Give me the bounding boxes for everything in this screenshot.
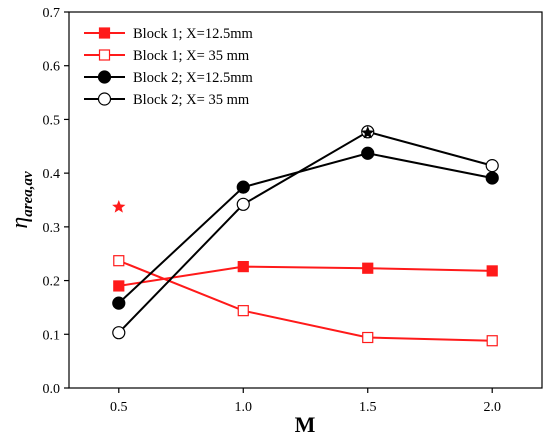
legend-entry: Block 1; X= 35 mm bbox=[84, 48, 250, 64]
series-line bbox=[118, 130, 493, 334]
legend: Block 1; X=12.5mm Block 1; X= 35 mm Block … bbox=[84, 26, 253, 108]
y-tick-label: 0.6 bbox=[43, 60, 61, 75]
data-point bbox=[112, 296, 126, 310]
data-point bbox=[486, 265, 498, 277]
plot-frame bbox=[68, 11, 543, 389]
x-axis-label: M bbox=[295, 412, 316, 437]
data-point bbox=[236, 180, 250, 194]
data-point bbox=[361, 146, 375, 160]
legend-marker bbox=[97, 70, 112, 84]
series-line bbox=[118, 259, 493, 342]
star-marker bbox=[361, 125, 375, 139]
series-line bbox=[118, 152, 493, 304]
x-tick-label: 1.5 bbox=[359, 400, 377, 415]
y-tick-label: 0.7 bbox=[43, 6, 61, 21]
y-tick-label: 0.1 bbox=[43, 328, 61, 343]
legend-marker bbox=[97, 92, 112, 106]
data-point bbox=[237, 305, 249, 317]
y-tick-label: 0.5 bbox=[43, 113, 61, 128]
data-point bbox=[113, 280, 125, 292]
axes: 0.0 0.1 0.2 0.3 0.4 0.5 0.6 0.7 0.5 1.0 1.5 2.0 bbox=[43, 6, 501, 415]
legend-label: Block 1; X=12.5mm bbox=[133, 26, 253, 42]
x-tick-label: 0.5 bbox=[110, 400, 128, 415]
y-tick-label: 0.2 bbox=[43, 275, 61, 290]
data-point bbox=[362, 262, 374, 274]
star-marker bbox=[112, 199, 126, 213]
data-point bbox=[486, 335, 498, 347]
series-1 bbox=[113, 261, 498, 292]
series-3 bbox=[112, 146, 499, 310]
legend-label: Block 2; X=12.5mm bbox=[133, 70, 253, 86]
data-point bbox=[236, 197, 250, 211]
legend-entry: Block 2; X=12.5mm bbox=[84, 70, 253, 86]
x-tick-label: 1.0 bbox=[235, 400, 253, 415]
y-axis-label-main: η bbox=[7, 217, 33, 229]
data-point bbox=[112, 326, 126, 340]
legend-entry: Block 1; X=12.5mm bbox=[84, 26, 253, 42]
legend-label: Block 2; X= 35 mm bbox=[133, 92, 250, 108]
legend-label: Block 1; X= 35 mm bbox=[133, 48, 250, 64]
series-line bbox=[118, 265, 493, 287]
series-4 bbox=[112, 125, 499, 340]
legend-marker bbox=[98, 27, 111, 39]
y-axis-label-subscript: area,av bbox=[20, 171, 36, 217]
y-tick-label: 0.0 bbox=[43, 382, 61, 397]
y-axis-label: ηarea,av bbox=[7, 171, 36, 229]
series-2 bbox=[113, 255, 498, 347]
data-point bbox=[485, 159, 499, 173]
x-tick-label: 2.0 bbox=[483, 400, 501, 415]
data-point bbox=[485, 171, 499, 185]
data-point bbox=[362, 331, 374, 344]
data-point bbox=[237, 261, 249, 273]
legend-marker bbox=[98, 49, 111, 61]
data-point bbox=[113, 255, 125, 267]
y-tick-label: 0.3 bbox=[43, 221, 61, 236]
series-layer bbox=[112, 125, 499, 347]
y-tick-label: 0.4 bbox=[43, 167, 61, 182]
legend-entry: Block 2; X= 35 mm bbox=[84, 92, 250, 108]
